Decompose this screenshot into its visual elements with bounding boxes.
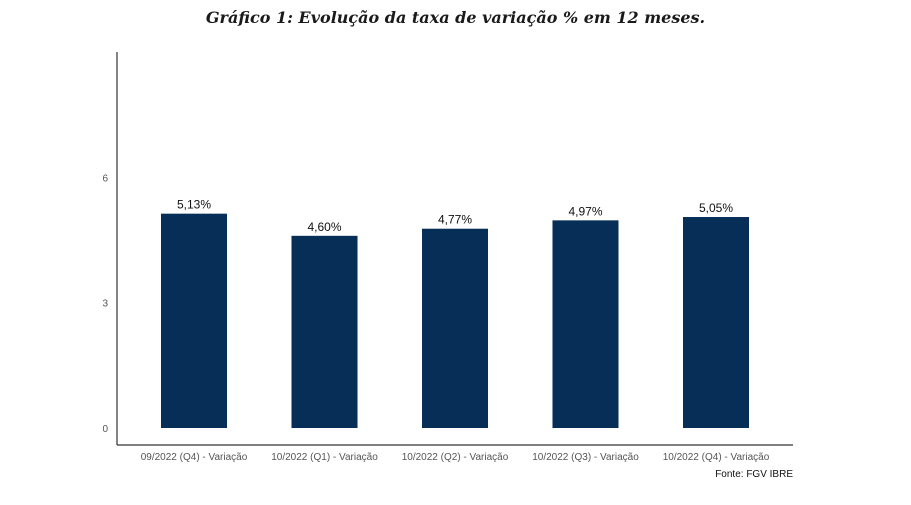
bar-data-label: 4,60% (307, 220, 341, 234)
x-tick-label: 10/2022 (Q2) - Variação (402, 452, 509, 463)
x-tick-label: 10/2022 (Q3) - Variação (532, 452, 639, 463)
y-tick-label: 0 (102, 424, 108, 435)
bar-data-label: 4,97% (568, 204, 602, 218)
bar (683, 217, 749, 428)
bar-data-label: 5,13% (177, 198, 211, 212)
y-axis: 0 3 6 (102, 52, 118, 445)
bar-data-label: 4,77% (438, 213, 472, 227)
data-labels: 5,13% 4,60% 4,77% 4,97% 5,05% (177, 198, 733, 234)
bar-data-label: 5,05% (699, 201, 733, 215)
bars (161, 213, 749, 428)
bar (552, 220, 619, 428)
y-tick-label: 6 (102, 173, 108, 184)
x-axis: 09/2022 (Q4) - Variação 10/2022 (Q1) - Va… (117, 444, 793, 463)
bar (422, 228, 488, 428)
y-tick-label: 3 (102, 299, 108, 310)
x-tick-label: 10/2022 (Q1) - Variação (271, 452, 378, 463)
bar (161, 213, 227, 428)
x-tick-label: 09/2022 (Q4) - Variação (141, 452, 248, 463)
chart-title: Gráfico 1: Evolução da taxa de variação … (205, 8, 706, 27)
source-note: Fonte: FGV IBRE (715, 469, 793, 480)
x-tick-label: 10/2022 (Q4) - Variação (663, 452, 770, 463)
bar (291, 235, 358, 428)
